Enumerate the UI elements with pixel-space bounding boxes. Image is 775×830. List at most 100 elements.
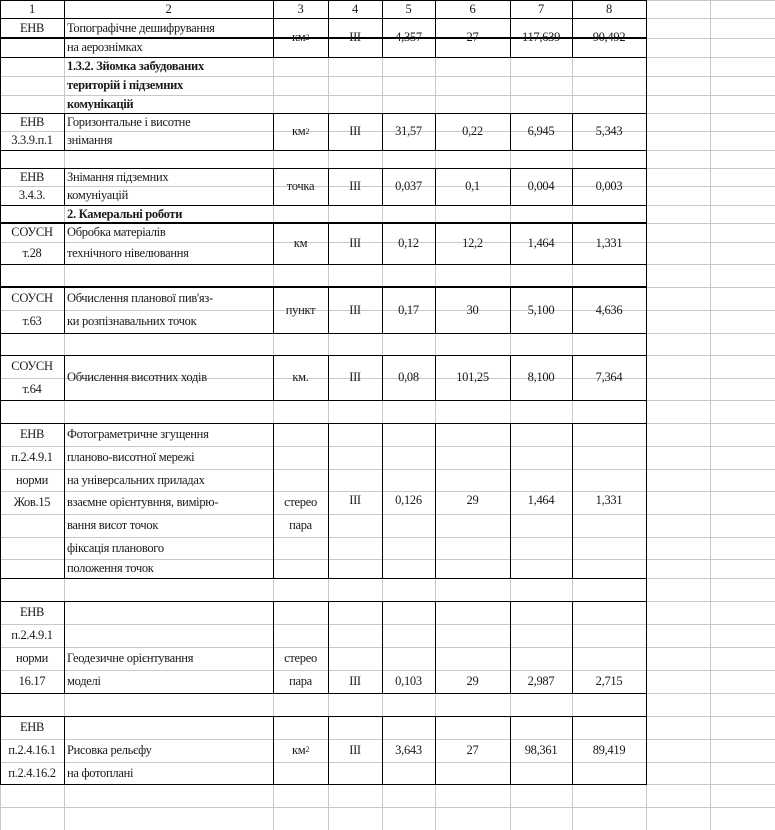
sheet-cell[interactable] bbox=[572, 784, 646, 807]
sheet-cell[interactable] bbox=[435, 624, 510, 647]
sheet-cell[interactable] bbox=[382, 784, 435, 807]
sheet-cell[interactable] bbox=[646, 38, 710, 57]
sheet-cell[interactable] bbox=[710, 287, 775, 310]
sheet-cell[interactable] bbox=[273, 624, 328, 647]
sheet-cell[interactable] bbox=[710, 150, 775, 168]
sheet-cell[interactable] bbox=[710, 400, 775, 423]
sheet-cell[interactable] bbox=[646, 150, 710, 168]
sheet-cell[interactable] bbox=[64, 784, 273, 807]
sheet-cell[interactable] bbox=[382, 333, 435, 355]
sheet-cell[interactable] bbox=[646, 762, 710, 784]
sheet-cell[interactable] bbox=[710, 559, 775, 578]
sheet-cell[interactable] bbox=[273, 469, 328, 491]
sheet-cell[interactable] bbox=[328, 264, 382, 287]
sheet-cell[interactable] bbox=[646, 95, 710, 113]
sheet-cell[interactable] bbox=[328, 578, 382, 601]
sheet-cell[interactable] bbox=[273, 559, 328, 578]
sheet-cell[interactable] bbox=[273, 423, 328, 446]
sheet-cell[interactable] bbox=[328, 601, 382, 624]
sheet-cell[interactable] bbox=[710, 310, 775, 333]
sheet-cell[interactable] bbox=[572, 95, 646, 113]
sheet-cell[interactable] bbox=[710, 670, 775, 693]
sheet-cell[interactable] bbox=[710, 76, 775, 95]
sheet-cell[interactable] bbox=[0, 578, 64, 601]
sheet-cell[interactable] bbox=[273, 446, 328, 469]
sheet-cell[interactable] bbox=[710, 131, 775, 150]
sheet-cell[interactable] bbox=[710, 223, 775, 242]
sheet-cell[interactable] bbox=[0, 150, 64, 168]
sheet-cell[interactable] bbox=[646, 287, 710, 310]
sheet-cell[interactable] bbox=[273, 784, 328, 807]
sheet-cell[interactable] bbox=[435, 205, 510, 223]
sheet-cell[interactable] bbox=[710, 355, 775, 378]
sheet-cell[interactable] bbox=[646, 446, 710, 469]
sheet-cell[interactable] bbox=[382, 624, 435, 647]
sheet-cell[interactable] bbox=[710, 113, 775, 131]
sheet-cell[interactable] bbox=[435, 264, 510, 287]
sheet-cell[interactable] bbox=[572, 578, 646, 601]
sheet-cell[interactable] bbox=[435, 150, 510, 168]
sheet-cell[interactable] bbox=[710, 716, 775, 739]
sheet-cell[interactable] bbox=[0, 537, 64, 559]
sheet-cell[interactable] bbox=[64, 624, 273, 647]
sheet-cell[interactable] bbox=[710, 514, 775, 537]
sheet-cell[interactable] bbox=[273, 57, 328, 76]
sheet-cell[interactable] bbox=[510, 647, 572, 670]
sheet-cell[interactable] bbox=[572, 57, 646, 76]
sheet-cell[interactable] bbox=[710, 807, 775, 830]
sheet-cell[interactable] bbox=[572, 647, 646, 670]
sheet-cell[interactable] bbox=[510, 400, 572, 423]
sheet-cell[interactable] bbox=[646, 0, 710, 18]
sheet-cell[interactable] bbox=[710, 264, 775, 287]
sheet-cell[interactable] bbox=[435, 400, 510, 423]
sheet-cell[interactable] bbox=[0, 784, 64, 807]
sheet-cell[interactable] bbox=[0, 38, 64, 57]
sheet-cell[interactable] bbox=[64, 693, 273, 716]
sheet-cell[interactable] bbox=[273, 95, 328, 113]
sheet-cell[interactable] bbox=[646, 310, 710, 333]
sheet-cell[interactable] bbox=[328, 76, 382, 95]
sheet-cell[interactable] bbox=[646, 491, 710, 514]
sheet-cell[interactable] bbox=[646, 670, 710, 693]
sheet-cell[interactable] bbox=[572, 624, 646, 647]
sheet-cell[interactable] bbox=[382, 693, 435, 716]
sheet-cell[interactable] bbox=[646, 186, 710, 205]
sheet-cell[interactable] bbox=[510, 76, 572, 95]
sheet-cell[interactable] bbox=[572, 807, 646, 830]
sheet-cell[interactable] bbox=[510, 205, 572, 223]
sheet-cell[interactable] bbox=[646, 18, 710, 38]
sheet-cell[interactable] bbox=[273, 537, 328, 559]
sheet-cell[interactable] bbox=[273, 205, 328, 223]
sheet-cell[interactable] bbox=[273, 400, 328, 423]
sheet-cell[interactable] bbox=[64, 578, 273, 601]
sheet-cell[interactable] bbox=[510, 150, 572, 168]
sheet-cell[interactable] bbox=[435, 784, 510, 807]
sheet-cell[interactable] bbox=[273, 578, 328, 601]
sheet-cell[interactable] bbox=[646, 76, 710, 95]
sheet-cell[interactable] bbox=[646, 242, 710, 264]
sheet-cell[interactable] bbox=[64, 333, 273, 355]
sheet-cell[interactable] bbox=[510, 57, 572, 76]
sheet-cell[interactable] bbox=[435, 578, 510, 601]
sheet-cell[interactable] bbox=[710, 242, 775, 264]
sheet-cell[interactable] bbox=[328, 400, 382, 423]
sheet-cell[interactable] bbox=[435, 333, 510, 355]
sheet-cell[interactable] bbox=[710, 784, 775, 807]
sheet-cell[interactable] bbox=[710, 57, 775, 76]
sheet-cell[interactable] bbox=[710, 491, 775, 514]
sheet-cell[interactable] bbox=[273, 264, 328, 287]
sheet-cell[interactable] bbox=[710, 38, 775, 57]
sheet-cell[interactable] bbox=[710, 168, 775, 186]
sheet-cell[interactable] bbox=[646, 378, 710, 400]
sheet-cell[interactable] bbox=[273, 693, 328, 716]
sheet-cell[interactable] bbox=[328, 333, 382, 355]
sheet-cell[interactable] bbox=[710, 693, 775, 716]
sheet-cell[interactable] bbox=[710, 647, 775, 670]
sheet-cell[interactable] bbox=[0, 76, 64, 95]
sheet-cell[interactable] bbox=[382, 578, 435, 601]
sheet-cell[interactable] bbox=[646, 423, 710, 446]
sheet-cell[interactable] bbox=[510, 264, 572, 287]
sheet-cell[interactable] bbox=[710, 423, 775, 446]
sheet-cell[interactable] bbox=[328, 784, 382, 807]
sheet-cell[interactable] bbox=[572, 150, 646, 168]
